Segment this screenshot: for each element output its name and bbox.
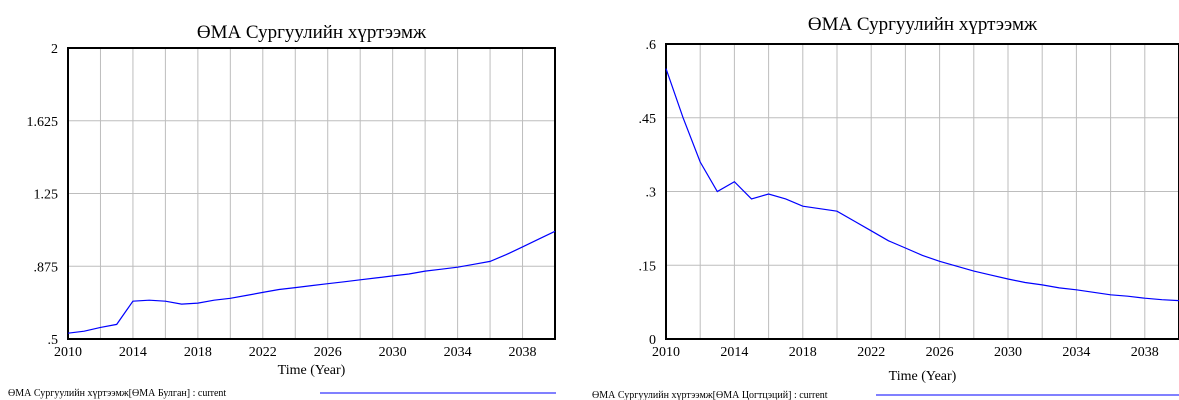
chart1-y-tick-label: 1.625: [27, 115, 59, 130]
chart1-x-tick-label: 2030: [379, 345, 407, 360]
chart2-y-tick-label: 0: [649, 333, 656, 348]
chart2-y-tick-label: .15: [639, 259, 657, 274]
chart2-x-tick-label: 2038: [1131, 345, 1159, 360]
chart1-legend-label: ӨМА Сургуулийн хүртээмж[ӨМА Булган] : cu…: [8, 388, 226, 399]
chart2-y-tick-label: .45: [639, 112, 657, 127]
chart2-x-tick-label: 2018: [789, 345, 817, 360]
chart2-title: ӨМА Сургуулийн хүртээмж: [808, 14, 1038, 35]
chart2-x-tick-label: 2026: [926, 345, 954, 360]
chart1-x-axis-label: Time (Year): [278, 363, 346, 378]
chart2-x-tick-label: 2030: [994, 345, 1022, 360]
chart1-x-tick-label: 2018: [184, 345, 212, 360]
chart1-y-tick-label: .875: [34, 260, 59, 275]
chart1-x-tick-label: 2034: [444, 345, 472, 360]
chart2-x-tick-label: 2034: [1062, 345, 1090, 360]
chart1-x-tick-label: 2026: [314, 345, 342, 360]
chart1-y-tick-label: 2: [51, 42, 58, 57]
chart2-y-tick-label: .3: [646, 186, 657, 201]
chart1-plot-frame: [67, 47, 556, 340]
chart1-x-tick-label: 2014: [119, 345, 147, 360]
chart1-y-tick-label: 1.25: [34, 188, 59, 203]
chart1-x-tick-label: 2038: [509, 345, 537, 360]
chart1-x-tick-label: 2022: [249, 345, 277, 360]
chart1-x-tick-label: 2010: [54, 345, 82, 360]
chart1-y-tick-label: .5: [48, 333, 59, 348]
chart2-plot-frame: [665, 43, 1179, 340]
chart2-series-line: [665, 68, 1179, 302]
chart2-y-tick-label: .6: [646, 38, 657, 53]
chart2-x-axis-label: Time (Year): [889, 369, 957, 384]
chart2-x-tick-label: 2022: [857, 345, 885, 360]
chart1-series-line: [67, 230, 556, 334]
chart2-x-tick-label: 2014: [720, 345, 748, 360]
chart1-title: ӨМА Сургуулийн хүртээмж: [197, 22, 427, 43]
chart2-legend-label: ӨМА Сургуулийн хүртээмж[ӨМА Цогтцэций] :…: [592, 390, 828, 400]
chart2-x-tick-label: 2010: [652, 345, 680, 360]
